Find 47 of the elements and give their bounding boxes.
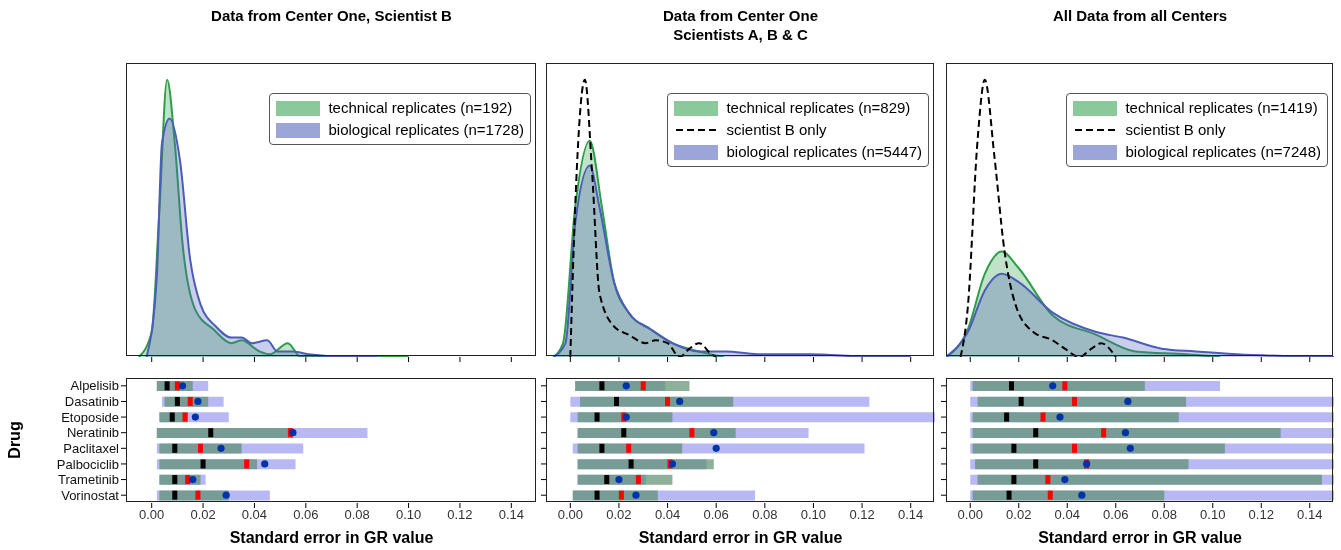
- legend-label: technical replicates (n=1419): [1125, 98, 1318, 118]
- chart-title: Data from Center One Scientists A, B & C: [661, 6, 819, 44]
- x-tick-label: 0.02: [606, 507, 632, 523]
- y-tick-label: Paclitaxel: [63, 440, 120, 456]
- x-tick-label: 0.08: [344, 507, 370, 523]
- x-tick-label: 0.14: [898, 507, 924, 523]
- y-tick-label: Palbociclib: [56, 456, 119, 472]
- legend-label: biological replicates (n=7248): [1125, 142, 1321, 162]
- x-tick-label: 0.14: [498, 507, 524, 523]
- legend-label: technical replicates (n=829): [726, 98, 911, 118]
- x-axis-title: Standard error in GR value: [637, 529, 844, 547]
- x-axis-title: Standard error in GR value: [1037, 529, 1243, 547]
- x-tick-label: 0.12: [447, 507, 473, 523]
- y-axis-title: Drug: [5, 420, 24, 459]
- x-tick-label: 0.08: [1151, 507, 1177, 523]
- y-tick-label: Etoposide: [61, 409, 119, 425]
- y-tick-label: Neratinib: [66, 425, 119, 441]
- x-tick-label: 0.04: [241, 507, 268, 523]
- chart-title: All Data from all Centers: [1051, 6, 1229, 25]
- x-tick-label: 0.10: [800, 507, 827, 523]
- x-tick-label: 0.12: [1248, 507, 1274, 523]
- y-tick-label: Vorinostat: [61, 487, 120, 503]
- legend-label: biological replicates (n=1728): [328, 120, 524, 140]
- legend-label: biological replicates (n=5447): [726, 142, 922, 162]
- x-tick-label: 0.00: [557, 507, 583, 523]
- x-tick-label: 0.06: [703, 507, 729, 523]
- x-tick-label: 0.14: [1297, 507, 1323, 523]
- chart-title: Data from Center One, Scientist B: [210, 6, 453, 25]
- x-tick-label: 0.08: [752, 507, 778, 523]
- x-tick-label: 0.06: [1103, 507, 1129, 523]
- x-tick-label: 0.00: [957, 507, 983, 523]
- y-tick-label: Dasatinib: [64, 394, 119, 410]
- x-tick-label: 0.10: [395, 507, 422, 523]
- x-tick-label: 0.12: [849, 507, 875, 523]
- x-tick-label: 0.02: [190, 507, 216, 523]
- legend-label: technical replicates (n=192): [328, 98, 513, 118]
- x-tick-label: 0.02: [1006, 507, 1032, 523]
- x-axis-title: Standard error in GR value: [228, 529, 435, 547]
- legend-label: scientist B only: [1125, 120, 1226, 140]
- legend-label: scientist B only: [726, 120, 827, 140]
- x-tick-label: 0.04: [1054, 507, 1080, 523]
- x-tick-label: 0.10: [1200, 507, 1226, 523]
- x-tick-label: 0.04: [654, 507, 681, 523]
- x-tick-label: 0.06: [293, 507, 319, 523]
- y-tick-label: Alpelisib: [70, 378, 119, 394]
- y-tick-label: Trametinib: [58, 472, 119, 488]
- x-tick-label: 0.00: [139, 507, 165, 523]
